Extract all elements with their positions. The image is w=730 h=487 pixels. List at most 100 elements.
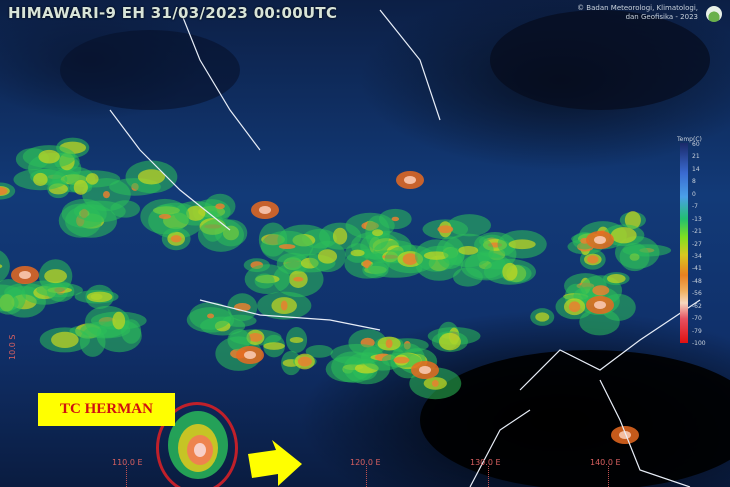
colorbar-tick: -48 — [692, 277, 702, 285]
cloud-blob — [263, 342, 285, 350]
colorbar-tick: -41 — [692, 265, 702, 273]
colorbar-ticks: 60 21 14 8 0 -7 -13 -21 -27 -34 -41 -48 -56 -62 -70 -79… — [692, 141, 706, 347]
colorbar-tick: -21 — [692, 228, 702, 236]
coastline — [109, 9, 701, 487]
cloud-blob — [458, 245, 479, 255]
cloud-blob — [73, 179, 88, 195]
cyclone-label: TC HERMAN — [38, 393, 175, 426]
cloud-blob — [170, 235, 182, 243]
cloud-blob — [33, 172, 48, 186]
cloud-blob — [594, 301, 606, 309]
cloud-blob — [332, 227, 348, 245]
gridline — [126, 466, 127, 487]
gridline — [608, 466, 609, 487]
cloud-blob — [402, 253, 418, 265]
colorbar-tick: 0 — [692, 190, 696, 198]
colorbar-tick: -70 — [692, 315, 702, 323]
colorbar-tick: -62 — [692, 302, 702, 310]
cloud-blob — [437, 225, 454, 234]
colorbar — [680, 143, 688, 343]
latitude-label: 10.0 S — [8, 334, 17, 360]
cloud-blob — [619, 431, 631, 439]
cloud-blob — [587, 255, 599, 264]
colorbar-tick: -79 — [692, 327, 702, 335]
cloud-blob — [215, 203, 225, 210]
cloud-blob — [293, 276, 304, 282]
cloud-blob — [0, 186, 8, 196]
cloud-blob — [305, 344, 333, 358]
bmkg-logo-icon — [706, 6, 722, 22]
cloud-blob — [207, 313, 215, 319]
cloud-blob — [102, 190, 110, 199]
cloud-blob — [297, 356, 312, 367]
colorbar-tick: -7 — [692, 203, 698, 211]
credit-line-1: © Badan Meteorologi, Klimatologi, — [577, 4, 698, 12]
colorbar-tick: 8 — [692, 178, 696, 186]
cloud-blob — [453, 267, 483, 287]
cloud-blob — [19, 271, 31, 279]
cloud-blob — [391, 216, 400, 222]
arrow-right-icon — [248, 440, 302, 486]
cloud-blob — [431, 379, 439, 387]
cloud-blob — [137, 169, 166, 185]
colorbar-tick: 60 — [692, 141, 700, 148]
cloud-blob — [490, 10, 710, 110]
credit-text: © Badan Meteorologi, Klimatologi, dan Ge… — [577, 4, 698, 22]
cloud-blob — [85, 173, 99, 185]
longitude-label-130: 130.0 E — [470, 458, 501, 467]
colorbar-tick: -27 — [692, 240, 702, 248]
cloud-blob — [86, 291, 113, 303]
cloud-blob — [280, 300, 288, 311]
colorbar-tick: -13 — [692, 215, 702, 223]
longitude-label-110: 110.0 E — [112, 458, 143, 467]
cloud-blob — [51, 331, 79, 348]
cloud-blob — [404, 176, 416, 184]
cloud-blob — [186, 205, 206, 221]
cloud-blob — [254, 273, 275, 289]
cloud-blob — [419, 366, 431, 374]
cloud-blob — [259, 206, 271, 214]
cloud-blob — [420, 350, 730, 487]
cloud-blob — [385, 339, 393, 349]
cloud-blob — [112, 311, 126, 330]
cloud-blob — [535, 312, 550, 322]
cloud-blob — [610, 227, 637, 244]
cloud-blob — [317, 249, 338, 264]
longitude-label-140: 140.0 E — [590, 458, 621, 467]
cloud-blob — [607, 273, 626, 284]
cloud-blob — [38, 149, 60, 164]
colorbar-tick: -34 — [692, 252, 702, 260]
cloud-blob — [60, 30, 240, 110]
colorbar-tick: 14 — [692, 165, 700, 173]
cloud-blob — [227, 329, 251, 351]
cloud-blob — [350, 249, 365, 257]
cloud-blob — [423, 251, 449, 260]
longitude-label-120: 120.0 E — [350, 458, 381, 467]
cloud-blob — [73, 200, 126, 223]
gridline — [488, 466, 489, 487]
cloud-blob — [197, 218, 244, 252]
cloud-blob — [158, 214, 171, 219]
cloud-blob — [44, 269, 68, 284]
cyclone-circle — [156, 402, 238, 487]
cloud-blob — [502, 262, 518, 281]
colorbar-tick: 21 — [692, 153, 700, 161]
cloud-blob — [0, 250, 10, 283]
cloud-blob — [592, 285, 610, 296]
cloud-blob — [438, 332, 461, 351]
colorbar-tick: -56 — [692, 290, 702, 298]
cloud-blob — [393, 356, 410, 364]
map-title: HIMAWARI-9 EH 31/03/2023 00:00UTC — [8, 4, 338, 22]
cloud-blob — [568, 301, 581, 313]
colorbar-label: Temp(C) — [677, 136, 702, 143]
cloud-blob — [289, 336, 304, 344]
cloud-blob — [278, 244, 296, 250]
cloud-blob — [508, 239, 536, 250]
colorbar-tick: -100 — [692, 340, 706, 347]
gridline — [366, 466, 367, 487]
cloud-blob — [624, 211, 641, 230]
cloud-blob — [372, 229, 384, 237]
cloud-blob — [594, 236, 606, 244]
